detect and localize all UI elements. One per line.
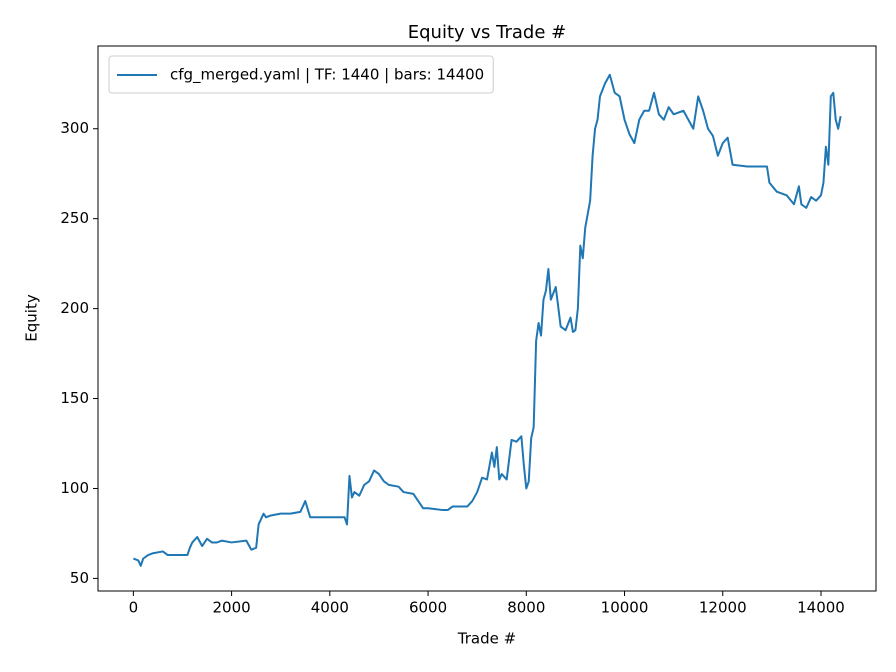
legend-text: cfg_merged.yaml | TF: 1440 | bars: 14400 xyxy=(170,66,484,85)
x-tick-label: 4000 xyxy=(311,599,349,617)
x-tick-label: 14000 xyxy=(797,599,845,617)
x-tick-label: 12000 xyxy=(699,599,747,617)
y-tick-label: 150 xyxy=(60,389,89,407)
legend: cfg_merged.yaml | TF: 1440 | bars: 14400 xyxy=(108,55,494,94)
y-tick-label: 300 xyxy=(60,119,89,137)
y-tick-label: 100 xyxy=(60,479,89,497)
x-axis-label: Trade # xyxy=(457,630,516,648)
x-tick-label: 0 xyxy=(129,599,139,617)
axes-frame xyxy=(97,45,877,592)
y-axis-label: Equity xyxy=(23,294,41,342)
y-tick-label: 50 xyxy=(70,569,89,587)
x-tick-label: 2000 xyxy=(213,599,251,617)
series-line xyxy=(133,73,842,567)
y-tick-label: 250 xyxy=(60,209,89,227)
y-tick-label: 200 xyxy=(60,299,89,317)
x-tick-label: 10000 xyxy=(601,599,649,617)
x-tick-label: 8000 xyxy=(507,599,545,617)
legend-box xyxy=(108,55,494,94)
chart-title: Equity vs Trade # xyxy=(408,22,566,43)
x-tick-label: 6000 xyxy=(409,599,447,617)
